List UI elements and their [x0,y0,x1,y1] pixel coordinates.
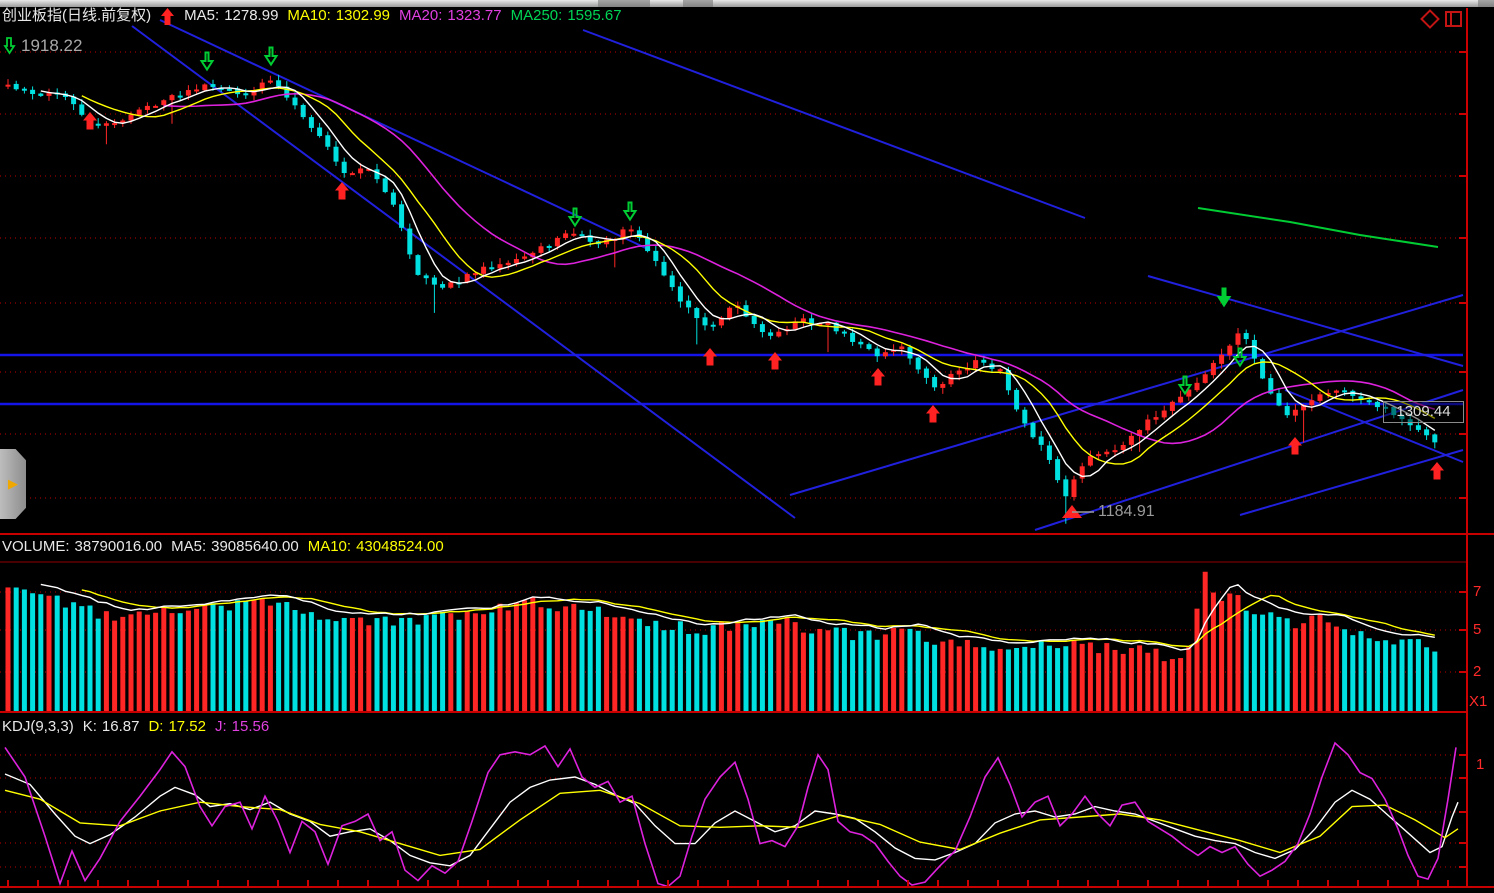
high-price-marker: 1918.22 [2,36,82,56]
toolbar-notch [1478,0,1494,7]
side-drawer-handle[interactable]: ▶ [0,449,26,519]
signal-down-arrow-icon [2,37,17,55]
split-window-icon[interactable] [1445,11,1462,27]
toolbar-bottom-edge [0,0,1494,7]
toolbar-notch [683,0,713,7]
ma10-readout: MA10: 1302.99 [287,7,391,24]
chart-title: 创业板指(日线.前复权) [2,7,152,24]
ma20-readout: MA20: 1323.77 [399,7,502,24]
expand-right-icon: ▶ [8,476,18,492]
pane-corner-controls [1420,9,1462,29]
kdj-d-readout: D: 17.52 [148,718,206,735]
ma5-readout: MA5: 1278.99 [184,7,279,24]
volume-axis-label: 2 [1473,663,1482,680]
volume-readout: VOLUME: 38790016.00 [2,538,163,555]
kdj-pane-legend: KDJ(9,3,3) K: 16.87 D: 17.52 J: 15.56 [2,717,269,737]
low-price-label: 1184.91 [1098,503,1155,520]
volume-ma5-readout: MA5: 39085640.00 [171,538,299,555]
volume-pane-legend: VOLUME: 38790016.00 MA5: 39085640.00 MA10:… [2,537,444,557]
toolbar-notch [598,0,650,7]
volume-axis-label: 5 [1473,621,1482,638]
diamond-icon[interactable] [1420,9,1440,29]
volume-axis-label: 7 [1473,583,1482,600]
kdj-k-readout: K: 16.87 [82,718,140,735]
main-pane-legend: 创业板指(日线.前复权) MA5: 1278.99 MA10: 1302.99 MA… [2,6,622,26]
kdj-axis-label: 1 [1476,756,1485,773]
volume-ma10-readout: MA10: 43048524.00 [307,538,444,555]
ma250-readout: MA250: 1595.67 [510,7,622,24]
kdj-j-readout: J: 15.56 [214,718,270,735]
volume-unit-label: X1 [1469,693,1488,710]
high-price-label: 1918.22 [21,36,83,55]
last-price-callout: 1309.44 [1383,401,1464,423]
kdj-name: KDJ(9,3,3) [2,718,74,735]
trend-up-arrow-icon [160,7,175,26]
